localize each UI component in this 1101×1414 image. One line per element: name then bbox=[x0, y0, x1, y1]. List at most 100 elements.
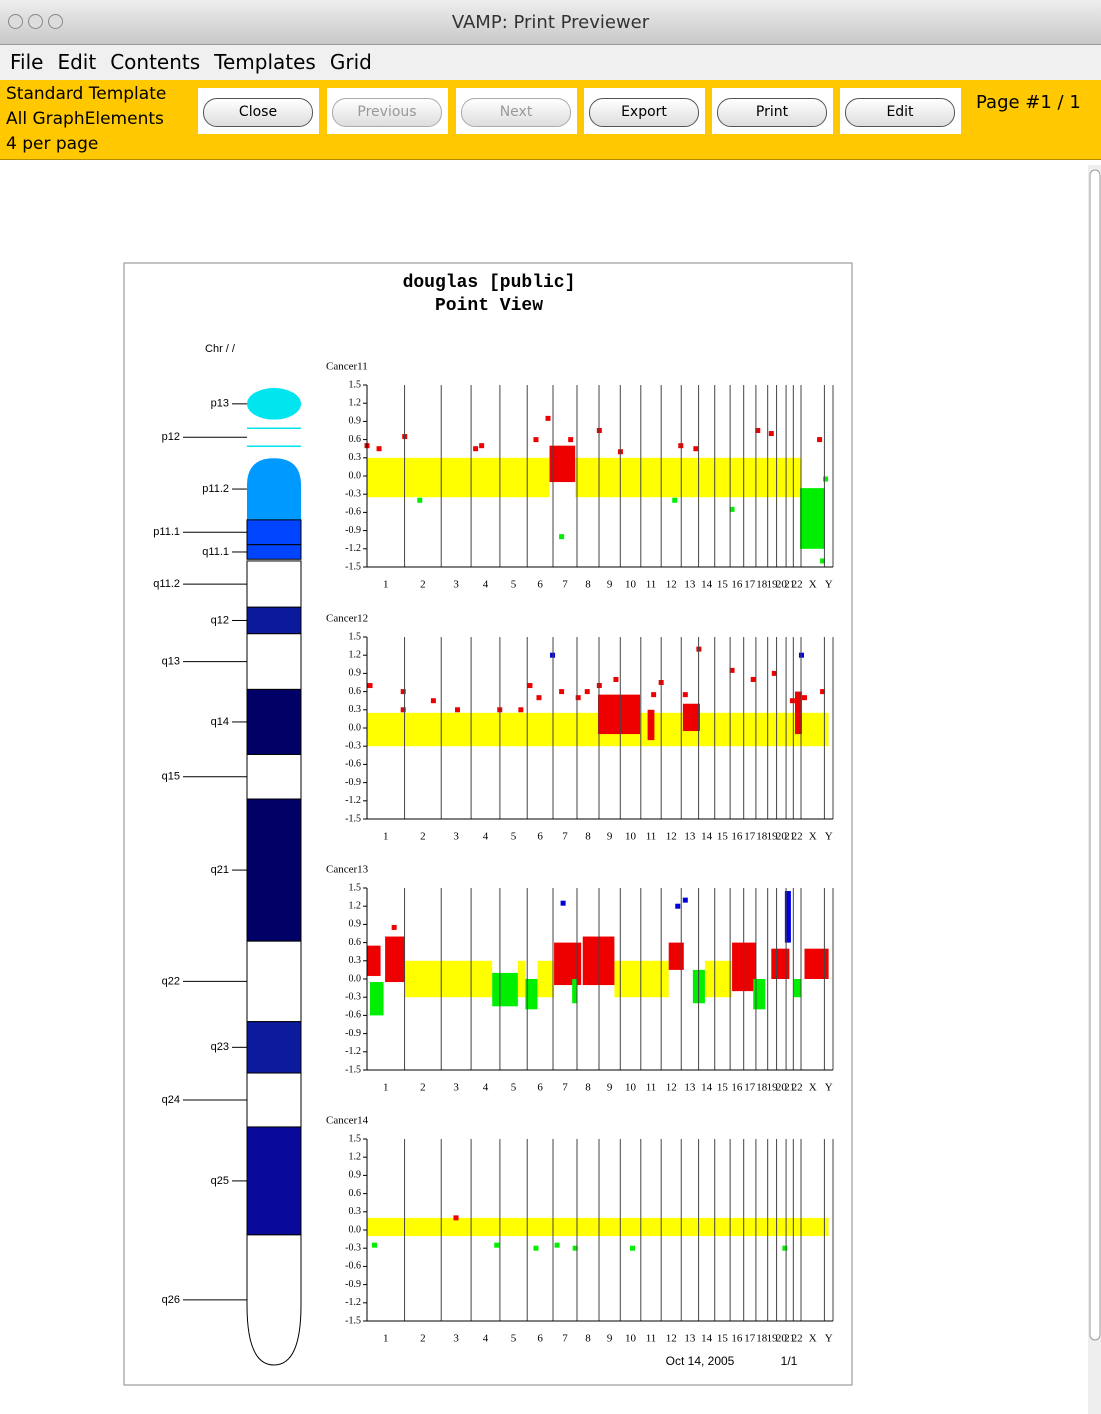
point bbox=[561, 901, 566, 906]
chromosome-label: 3 bbox=[453, 1082, 459, 1094]
y-tick-label: -1.2 bbox=[345, 795, 361, 806]
band bbox=[247, 634, 301, 690]
band-label: q23 bbox=[211, 1041, 229, 1053]
button[interactable]: Print bbox=[717, 98, 827, 127]
chromosome-label: 12 bbox=[666, 1333, 677, 1345]
chromosome-label: 15 bbox=[717, 831, 729, 843]
menu-item[interactable]: Grid bbox=[330, 50, 372, 74]
chromosome-label: Y bbox=[825, 1333, 833, 1345]
band-label: q26 bbox=[162, 1294, 180, 1306]
point bbox=[585, 689, 590, 694]
point-cloud bbox=[794, 979, 802, 997]
menu-item[interactable]: Templates bbox=[214, 50, 316, 74]
chromosome-label: 5 bbox=[511, 579, 517, 591]
band-label: q24 bbox=[162, 1094, 180, 1106]
band bbox=[247, 799, 301, 941]
y-tick-label: 1.2 bbox=[349, 900, 362, 911]
band bbox=[247, 1235, 301, 1365]
point bbox=[683, 898, 688, 903]
y-tick-label: 0.3 bbox=[349, 1206, 362, 1217]
chromosome-label: 12 bbox=[666, 1082, 677, 1094]
print-previewer: VAMP: Print Previewer FileEditContentsTe… bbox=[0, 0, 1101, 1414]
band-label: p11.2 bbox=[202, 483, 229, 495]
y-tick-label: 1.2 bbox=[349, 1151, 362, 1162]
info-line: Standard Template bbox=[6, 82, 166, 107]
y-tick-label: 0.9 bbox=[349, 668, 362, 679]
y-tick-label: 0.0 bbox=[349, 973, 362, 984]
band bbox=[247, 754, 301, 799]
chromosome-label: 4 bbox=[483, 831, 489, 843]
point bbox=[769, 431, 774, 436]
scroll-thumb[interactable] bbox=[1090, 170, 1100, 1340]
point bbox=[533, 437, 538, 442]
point-cloud bbox=[370, 982, 384, 1015]
point bbox=[683, 692, 688, 697]
point-cloud bbox=[598, 695, 640, 734]
chromosome-label: X bbox=[809, 831, 817, 843]
button[interactable]: Export bbox=[589, 98, 699, 127]
chromosome-label: 15 bbox=[717, 1333, 729, 1345]
chromosome-label: X bbox=[809, 1082, 817, 1094]
panel-title: Cancer13 bbox=[326, 864, 369, 876]
chromosome-label: 9 bbox=[607, 1333, 613, 1345]
button-frame: Next bbox=[456, 88, 577, 134]
chromosome-label: 16 bbox=[731, 1082, 743, 1094]
band bbox=[247, 458, 301, 520]
y-tick-label: 1.5 bbox=[349, 631, 362, 642]
y-tick-label: -0.6 bbox=[345, 1010, 361, 1021]
point bbox=[790, 698, 795, 703]
chromosome-label: 7 bbox=[562, 1082, 568, 1094]
button[interactable]: Edit bbox=[845, 98, 955, 127]
y-tick-label: -0.9 bbox=[345, 525, 361, 536]
point bbox=[546, 416, 551, 421]
menu-item[interactable]: Edit bbox=[57, 50, 96, 74]
y-tick-label: -0.3 bbox=[345, 1242, 361, 1253]
band-label: q21 bbox=[211, 864, 229, 876]
point bbox=[772, 671, 777, 676]
chromosome-label: 22 bbox=[792, 1333, 803, 1345]
preview-area: douglas [public] Point View Chr / / Oct … bbox=[0, 160, 1101, 1414]
footer-page: 1/1 bbox=[781, 1354, 798, 1368]
y-tick-label: 0.3 bbox=[349, 452, 362, 463]
band-label: p12 bbox=[162, 431, 180, 443]
point bbox=[613, 677, 618, 682]
button-frame: Export bbox=[584, 88, 705, 134]
panel-title: Cancer14 bbox=[326, 1115, 369, 1127]
point bbox=[533, 1246, 538, 1251]
point bbox=[802, 695, 807, 700]
chromosome-label: 11 bbox=[646, 1333, 657, 1345]
doc-title: douglas [public] bbox=[403, 273, 576, 293]
button[interactable]: Close bbox=[203, 98, 313, 127]
band-label: q15 bbox=[162, 771, 180, 783]
menu-item[interactable]: File bbox=[10, 50, 43, 74]
chromosome-label: 1 bbox=[383, 1333, 389, 1345]
y-tick-label: 1.5 bbox=[349, 379, 362, 390]
point bbox=[568, 437, 573, 442]
y-tick-label: -0.3 bbox=[345, 488, 361, 499]
point-cloud bbox=[405, 961, 492, 997]
point bbox=[527, 683, 532, 688]
y-tick-label: -0.9 bbox=[345, 777, 361, 788]
chromosome-label: 14 bbox=[701, 579, 713, 591]
y-tick-label: -0.9 bbox=[345, 1028, 361, 1039]
chromosome-label: 22 bbox=[792, 831, 803, 843]
chromosome-label: 9 bbox=[607, 579, 613, 591]
page-number: Page #1 / 1 bbox=[976, 92, 1081, 113]
band bbox=[247, 561, 301, 607]
y-tick-label: 0.9 bbox=[349, 416, 362, 427]
point-cloud bbox=[800, 488, 825, 549]
toolbar: Standard TemplateAll GraphElements4 per … bbox=[0, 80, 1101, 160]
panel-title: Cancer11 bbox=[326, 361, 368, 373]
point-cloud bbox=[683, 704, 700, 731]
menu-item[interactable]: Contents bbox=[110, 50, 200, 74]
doc-subtitle: Point View bbox=[435, 296, 543, 316]
chromosome-label: 7 bbox=[562, 579, 568, 591]
chromosome-label: 11 bbox=[646, 1082, 657, 1094]
y-tick-label: 1.5 bbox=[349, 1133, 362, 1144]
button-frame: Close bbox=[198, 88, 319, 134]
chromosome-label: 10 bbox=[625, 831, 637, 843]
point-cloud bbox=[367, 713, 829, 746]
chromosome-label: 11 bbox=[646, 579, 657, 591]
band-label: q12 bbox=[211, 614, 229, 626]
